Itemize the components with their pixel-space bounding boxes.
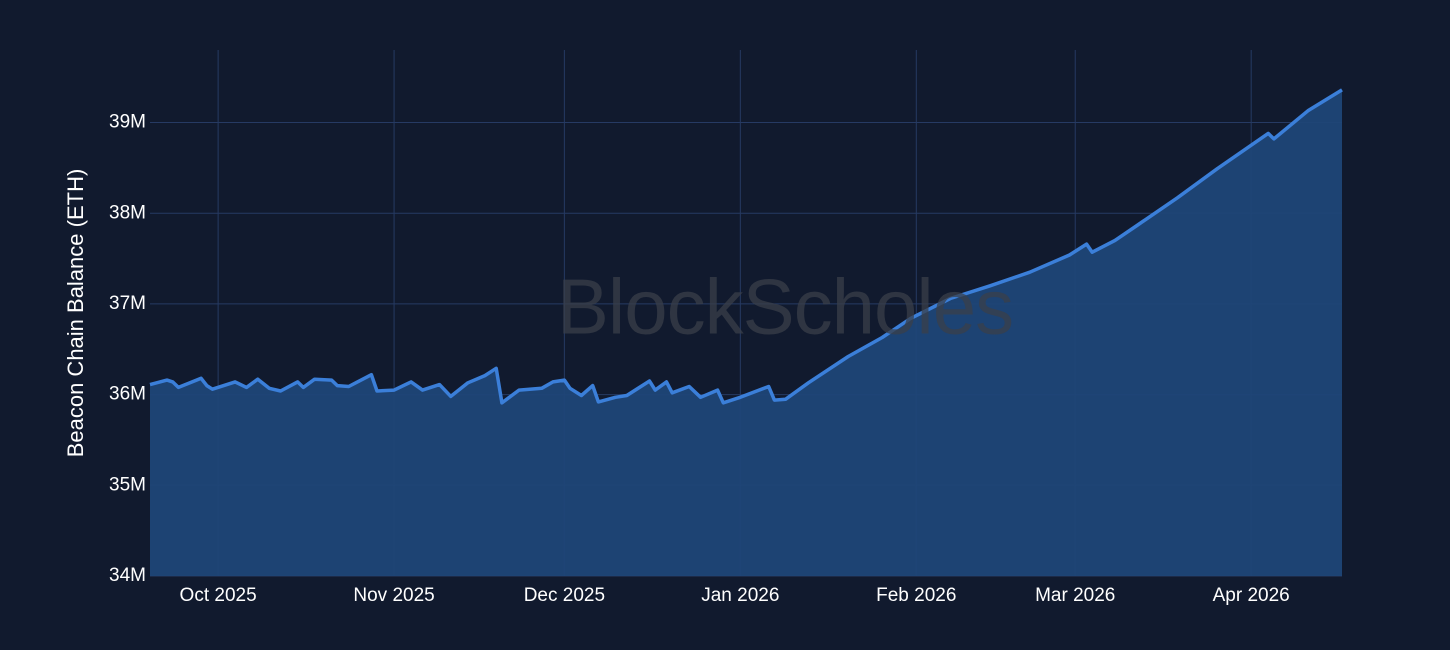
y-tick-label: 37M — [109, 293, 146, 314]
y-tick-label: 35M — [109, 474, 146, 495]
line — [149, 88, 1343, 405]
y-tick-label: 38M — [109, 202, 146, 223]
y-tick-label: 39M — [109, 112, 146, 133]
watermark: BlockScholes — [557, 263, 1013, 351]
x-tick-label: Oct 2025 — [180, 585, 257, 606]
x-tick-label: Jan 2026 — [701, 585, 779, 606]
y-tick-label: 34M — [109, 565, 146, 586]
area-fill — [150, 89, 1342, 577]
y-axis-label: Beacon Chain Balance (ETH) — [63, 169, 88, 458]
x-tick-label: Feb 2026 — [876, 585, 956, 606]
x-tick-label: Dec 2025 — [524, 585, 605, 606]
y-tick-label: 36M — [109, 384, 146, 405]
x-tick-label: Mar 2026 — [1035, 585, 1115, 606]
x-tick-label: Apr 2026 — [1213, 585, 1290, 606]
x-tick-label: Nov 2025 — [353, 585, 434, 606]
